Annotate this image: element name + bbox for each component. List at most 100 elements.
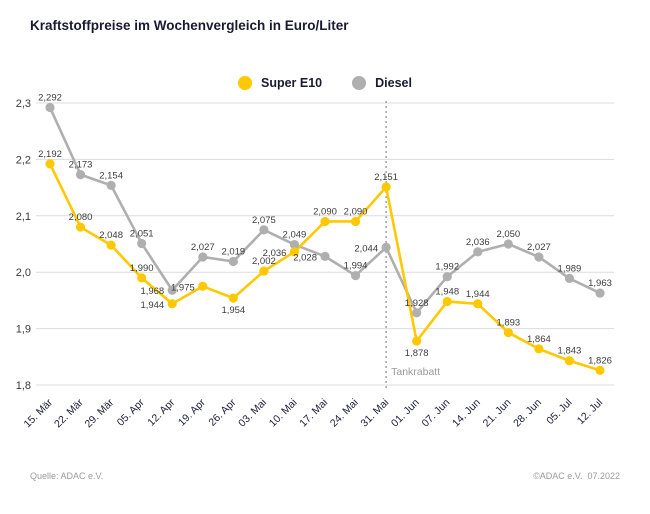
x-tick-label: 24. Mai: [328, 397, 361, 430]
data-point-super-e10: [534, 344, 544, 354]
data-point-super-e10: [75, 222, 86, 232]
y-tick-label: 2,0: [16, 267, 31, 279]
x-tick-label: 26. Apr: [206, 396, 238, 428]
data-point-diesel: [289, 239, 300, 250]
value-label-super-e10: 1,864: [527, 334, 551, 345]
x-tick-label: 01. Jun: [389, 397, 422, 430]
data-point-super-e10: [228, 293, 238, 303]
value-label-super-e10: 1,826: [588, 355, 612, 366]
footer: Quelle: ADAC e.V. ©ADAC e.V. 07.2022: [30, 471, 620, 481]
data-point-diesel: [106, 180, 116, 190]
value-label-diesel: 2,050: [496, 229, 520, 240]
value-label-diesel: 2,051: [130, 228, 154, 239]
data-point-diesel: [381, 242, 391, 252]
data-point-diesel: [75, 170, 86, 180]
data-point-diesel: [320, 251, 330, 262]
y-tick-label: 2,1: [16, 211, 31, 223]
value-label-super-e10: 1,893: [496, 318, 520, 329]
x-tick-label: 10. Mai: [267, 397, 300, 430]
value-label-super-e10: 2,090: [313, 206, 337, 217]
data-point-diesel: [503, 239, 513, 249]
x-tick-label: 31. Mai: [358, 397, 391, 430]
value-label-super-e10: 1,954: [221, 305, 245, 316]
legend-item-diesel: Diesel: [352, 76, 412, 90]
value-label-diesel: 1,968: [140, 286, 164, 297]
data-point-super-e10: [473, 299, 483, 309]
y-tick-label: 2,3: [16, 98, 31, 110]
legend-label-super-e10: Super E10: [261, 76, 323, 90]
data-point-super-e10: [137, 273, 147, 283]
data-point-diesel: [564, 273, 575, 284]
data-point-diesel: [45, 102, 55, 113]
value-label-diesel: 2,173: [69, 160, 93, 171]
data-point-super-e10: [350, 216, 361, 227]
legend-dot-diesel: [352, 76, 367, 90]
value-label-diesel: 1,989: [558, 263, 582, 274]
value-label-diesel: 2,049: [283, 230, 307, 241]
data-point-super-e10: [259, 266, 269, 276]
data-point-diesel: [167, 285, 177, 295]
x-tick-label: 05. Jul: [544, 397, 574, 427]
x-tick-label: 14. Jun: [450, 397, 483, 430]
data-point-super-e10: [595, 365, 605, 375]
data-point-super-e10: [198, 281, 208, 291]
value-label-diesel: 2,292: [38, 93, 62, 104]
y-tick-label: 2,2: [16, 154, 31, 166]
value-label-diesel: 1,994: [344, 261, 368, 272]
chart-legend: Super E10 Diesel: [0, 76, 650, 90]
data-point-diesel: [137, 238, 147, 249]
y-tick-label: 1,8: [16, 380, 31, 392]
data-point-diesel: [198, 252, 208, 262]
value-label-super-e10: 2,192: [38, 149, 62, 160]
x-tick-label: 15. Mär: [21, 396, 55, 430]
value-label-diesel: 2,027: [527, 242, 551, 253]
x-tick-label: 12. Apr: [145, 396, 177, 428]
value-label-diesel: 2,075: [252, 215, 276, 226]
data-point-diesel: [473, 247, 483, 257]
value-label-super-e10: 1,878: [405, 348, 429, 359]
value-label-super-e10: 2,080: [69, 212, 93, 223]
value-label-diesel: 2,036: [466, 237, 490, 248]
data-point-diesel: [595, 288, 605, 298]
data-point-super-e10: [45, 159, 55, 169]
x-tick-label: 22. Mär: [52, 396, 86, 430]
data-point-diesel: [442, 272, 452, 282]
x-tick-label: 03. Mai: [236, 397, 269, 430]
annotation-label: Tankrabatt: [391, 366, 440, 378]
legend-item-super-e10: Super E10: [238, 76, 322, 90]
x-tick-label: 21. Jun: [481, 397, 514, 430]
value-label-diesel: 1,992: [435, 262, 459, 273]
value-label-diesel: 1,928: [405, 298, 429, 309]
value-label-super-e10: 1,843: [558, 346, 582, 357]
value-label-super-e10: 2,090: [344, 206, 368, 217]
value-label-super-e10: 1,975: [171, 282, 195, 293]
data-point-super-e10: [503, 327, 513, 338]
value-label-diesel: 2,027: [191, 242, 215, 253]
data-point-super-e10: [320, 216, 330, 227]
source-note: Quelle: ADAC e.V.: [30, 471, 104, 481]
legend-dot-super-e10: [238, 76, 252, 90]
data-point-super-e10: [564, 356, 575, 366]
value-label-super-e10: 1,948: [435, 287, 459, 298]
x-tick-label: 07. Jun: [419, 397, 452, 430]
value-label-super-e10: 1,944: [466, 289, 490, 300]
x-tick-label: 29. Mär: [83, 396, 117, 430]
data-point-diesel: [259, 225, 269, 235]
x-tick-label: 17. Mai: [297, 397, 330, 430]
value-label-super-e10: 1,944: [140, 300, 164, 311]
data-point-super-e10: [381, 182, 391, 192]
value-label-super-e10: 1,990: [130, 263, 154, 274]
value-label-diesel: 2,019: [221, 246, 245, 257]
data-point-diesel: [534, 252, 544, 262]
x-tick-label: 05. Apr: [115, 396, 147, 428]
data-point-super-e10: [442, 296, 452, 307]
value-label-super-e10: 2,151: [374, 172, 398, 183]
value-label-diesel: 2,028: [293, 252, 317, 263]
copyright-note: ©ADAC e.V. 07.2022: [533, 471, 620, 481]
data-point-super-e10: [412, 336, 422, 346]
value-label-diesel: 2,154: [99, 170, 123, 181]
data-point-diesel: [350, 270, 361, 281]
data-point-super-e10: [289, 247, 300, 257]
chart-title: Kraftstoffpreise im Wochenvergleich in E…: [30, 18, 349, 33]
